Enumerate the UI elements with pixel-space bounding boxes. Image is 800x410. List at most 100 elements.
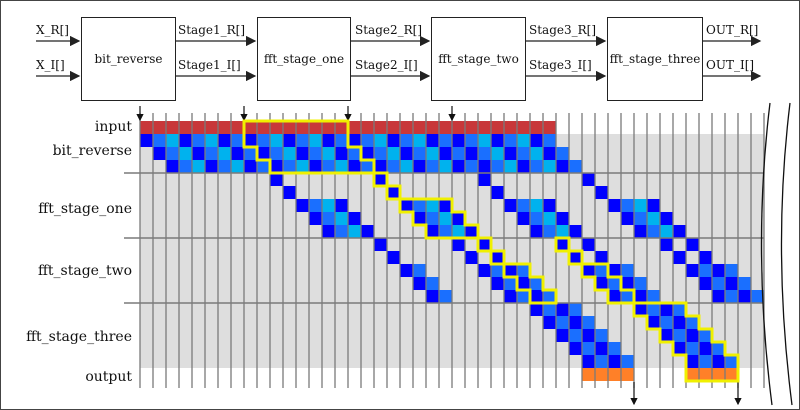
schedule-cell [517, 212, 530, 225]
schedule-cell [543, 290, 556, 303]
block-bit-reverse: bit_reverse [81, 17, 176, 101]
schedule-cell [361, 147, 374, 160]
schedule-cell [530, 160, 543, 173]
schedule-cell [296, 121, 309, 134]
schedule-cell [699, 355, 712, 368]
signal-label: X_I[] [36, 58, 65, 72]
schedule-cell [634, 199, 647, 212]
block-fft-stage-one: fft_stage_one [257, 17, 351, 101]
schedule-cell [712, 355, 725, 368]
block-fft-stage-two: fft_stage_two [431, 17, 526, 101]
schedule-cell [595, 277, 608, 290]
schedule-cell [309, 212, 322, 225]
schedule-cell [413, 160, 426, 173]
schedule-cell [660, 303, 673, 316]
row-label-fft-stage-one: fft_stage_one [38, 201, 132, 217]
schedule-cell [374, 134, 387, 147]
schedule-cell [569, 160, 582, 173]
schedule-cell [621, 277, 634, 290]
schedule-cell [439, 199, 452, 212]
schedule-cell [478, 264, 491, 277]
schedule-cell [621, 290, 634, 303]
schedule-cell [673, 329, 686, 342]
schedule-cell [504, 277, 517, 290]
schedule-cell [556, 160, 569, 173]
schedule-cell [491, 160, 504, 173]
schedule-cell [530, 303, 543, 316]
schedule-cell [660, 316, 673, 329]
schedule-cell [426, 121, 439, 134]
schedule-cell [348, 160, 361, 173]
schedule-cell [452, 238, 465, 251]
schedule-cell [543, 303, 556, 316]
schedule-cell [192, 147, 205, 160]
schedule-cell [569, 251, 582, 264]
schedule-cell [478, 238, 491, 251]
schedule-cell [270, 173, 283, 186]
schedule-cell [244, 147, 257, 160]
schedule-cell [569, 316, 582, 329]
schedule-cell [218, 121, 231, 134]
block-label: bit_reverse [94, 52, 163, 66]
schedule-cell [400, 134, 413, 147]
block-fft-stage-three: fft_stage_three [607, 17, 703, 101]
schedule-cell [374, 160, 387, 173]
schedule-cell [595, 264, 608, 277]
schedule-cell [660, 212, 673, 225]
schedule-cell [543, 134, 556, 147]
schedule-cell [153, 121, 166, 134]
schedule-cell [283, 186, 296, 199]
schedule-cell [309, 147, 322, 160]
schedule-cell [491, 147, 504, 160]
schedule-cell [413, 199, 426, 212]
schedule-cell [660, 238, 673, 251]
schedule-cell [439, 225, 452, 238]
schedule-cell [504, 134, 517, 147]
schedule-cell [634, 303, 647, 316]
signal-label: Stage2_R[] [355, 23, 423, 37]
schedule-cell [374, 121, 387, 134]
schedule-cell [452, 121, 465, 134]
schedule-cell [257, 160, 270, 173]
schedule-cell [530, 134, 543, 147]
schedule-cell [426, 134, 439, 147]
schedule-cell [725, 355, 738, 368]
schedule-cell [231, 134, 244, 147]
schedule-cell [361, 134, 374, 147]
row-label-output: output [85, 369, 132, 385]
schedule-cell [400, 121, 413, 134]
schedule-cell [244, 134, 257, 147]
schedule-cell [270, 121, 283, 134]
schedule-cell [413, 277, 426, 290]
schedule-cell [179, 160, 192, 173]
schedule-cell [543, 160, 556, 173]
schedule-cell [686, 355, 699, 368]
schedule-cell [582, 238, 595, 251]
schedule-cell [504, 199, 517, 212]
schedule-cell [608, 342, 621, 355]
schedule-cell [686, 342, 699, 355]
schedule-cell [504, 160, 517, 173]
schedule-cell [452, 212, 465, 225]
schedule-cell [335, 147, 348, 160]
schedule-cell [439, 290, 452, 303]
schedule-cell [530, 212, 543, 225]
schedule-cell [205, 134, 218, 147]
schedule-cell [439, 160, 452, 173]
schedule-cell [504, 147, 517, 160]
schedule-cell [478, 121, 491, 134]
schedule-cell [296, 147, 309, 160]
schedule-cell [179, 134, 192, 147]
schedule-cell [166, 160, 179, 173]
highlighted-iteration-outline [242, 119, 740, 383]
schedule-cell [322, 147, 335, 160]
schedule-cell [725, 290, 738, 303]
schedule-cell [556, 316, 569, 329]
signal-label: Stage2_I[] [355, 58, 418, 72]
schedule-cell [400, 147, 413, 160]
schedule-cell [660, 329, 673, 342]
schedule-cell [309, 199, 322, 212]
schedule-cell [491, 134, 504, 147]
schedule-cell [491, 186, 504, 199]
